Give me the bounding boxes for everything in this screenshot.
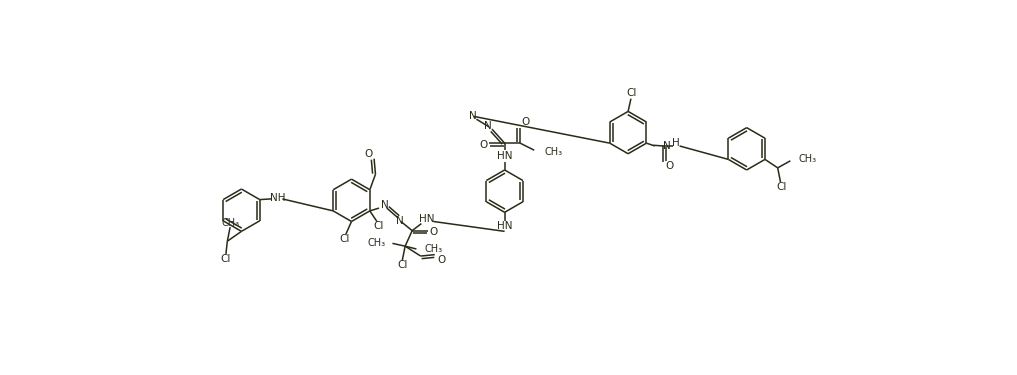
Text: Cl: Cl — [221, 254, 231, 264]
Text: CH₃: CH₃ — [425, 244, 443, 254]
Text: NH: NH — [271, 193, 286, 203]
Text: N: N — [397, 216, 404, 226]
Text: HN: HN — [497, 151, 513, 161]
Text: N: N — [663, 141, 671, 151]
Text: H: H — [672, 138, 680, 148]
Text: Cl: Cl — [340, 234, 350, 244]
Text: Cl: Cl — [397, 260, 408, 270]
Text: CH₃: CH₃ — [221, 218, 239, 228]
Text: O: O — [437, 255, 445, 265]
Text: O: O — [479, 140, 487, 150]
Text: O: O — [522, 117, 530, 127]
Text: Cl: Cl — [626, 88, 637, 98]
Text: O: O — [665, 161, 673, 171]
Text: CH₃: CH₃ — [367, 238, 385, 248]
Text: Cl: Cl — [776, 182, 786, 192]
Text: N: N — [469, 111, 477, 122]
Text: O: O — [364, 149, 372, 159]
Text: HN: HN — [419, 214, 434, 224]
Text: HN: HN — [497, 221, 513, 231]
Text: CH₃: CH₃ — [799, 154, 817, 164]
Text: CH₃: CH₃ — [544, 147, 562, 157]
Text: O: O — [429, 227, 437, 237]
Text: N: N — [380, 200, 388, 210]
Text: Cl: Cl — [373, 221, 383, 231]
Text: N: N — [484, 121, 491, 131]
